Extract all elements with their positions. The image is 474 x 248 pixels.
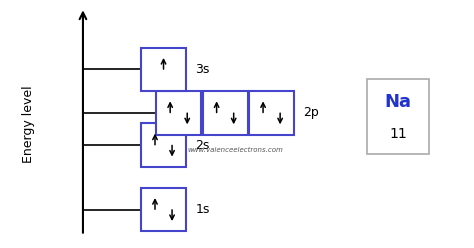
- Bar: [141, 188, 186, 231]
- Bar: [202, 91, 247, 134]
- Text: 1s: 1s: [195, 203, 210, 216]
- Text: Energy level: Energy level: [22, 85, 35, 163]
- Text: 11: 11: [389, 127, 407, 141]
- Text: 2s: 2s: [195, 139, 210, 152]
- Bar: [249, 91, 294, 134]
- Text: Na: Na: [385, 93, 411, 111]
- Text: 2p: 2p: [304, 106, 319, 119]
- Bar: [141, 48, 186, 91]
- Text: www.valenceelectrons.com: www.valenceelectrons.com: [187, 147, 283, 153]
- Bar: [367, 79, 429, 154]
- Bar: [156, 91, 201, 134]
- Text: 3s: 3s: [195, 63, 210, 76]
- Bar: [141, 124, 186, 167]
